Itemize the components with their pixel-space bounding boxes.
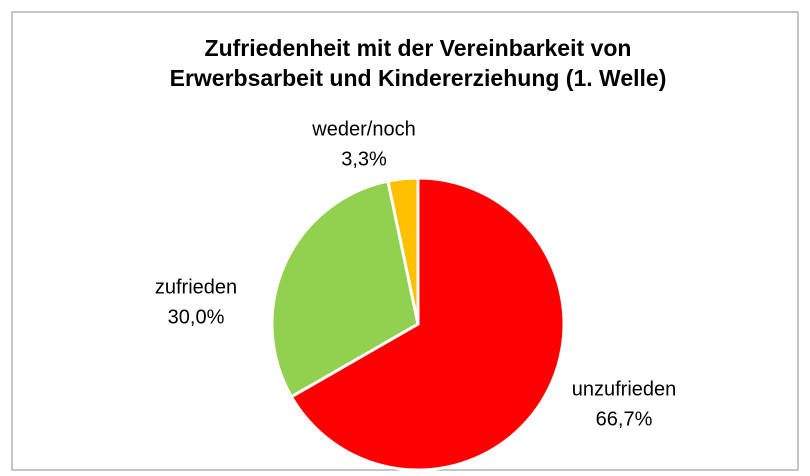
slice-label: weder/noch (311, 118, 415, 140)
slice-label: unzufrieden (572, 378, 677, 400)
pie-slice (270, 179, 420, 399)
pie-slice (386, 176, 420, 325)
slice-value-label: 3,3% (341, 148, 387, 170)
slice-value-label: 30,0% (168, 306, 225, 328)
pie-slice (289, 176, 566, 472)
slice-value-label: 66,7% (596, 408, 653, 430)
chart-title: Zufriedenheit mit der Vereinbarkeit von (205, 35, 632, 61)
chart-title: Erwerbsarbeit und Kindererziehung (1. We… (170, 65, 667, 91)
slice-label: zufrieden (155, 276, 237, 298)
